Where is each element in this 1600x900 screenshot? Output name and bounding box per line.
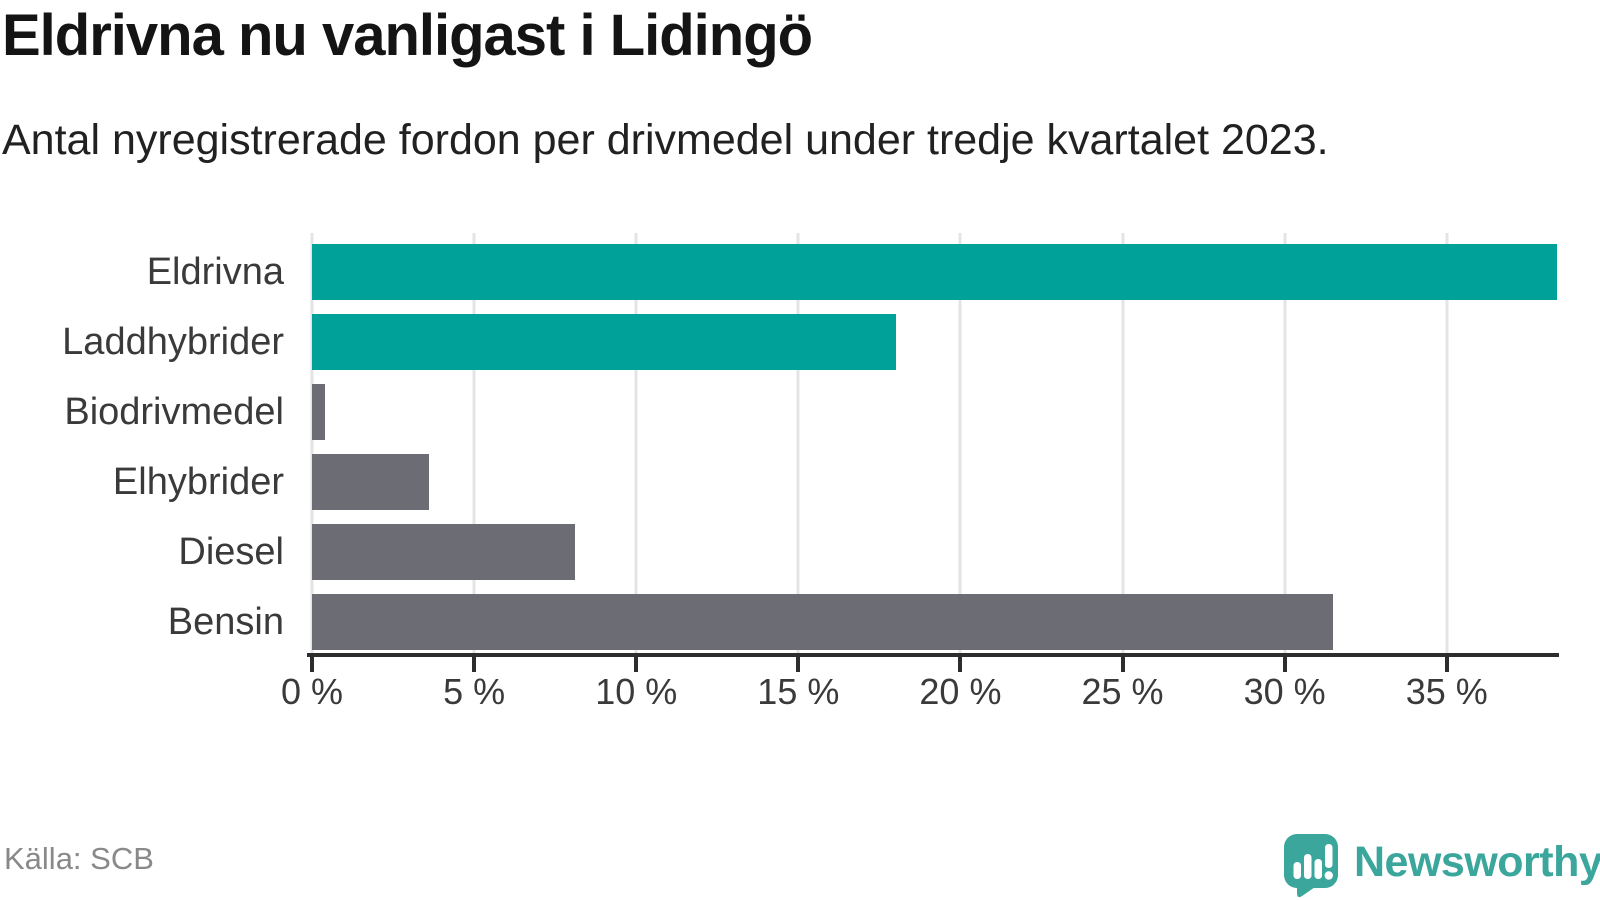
y-axis-label: Eldrivna bbox=[146, 250, 284, 293]
x-axis-tick-label: 15 % bbox=[757, 671, 840, 712]
x-axis-tick-label: 20 % bbox=[919, 671, 1002, 712]
bar-laddhybrider bbox=[312, 314, 896, 370]
x-axis-tick-label: 0 % bbox=[280, 671, 344, 712]
gridline bbox=[1283, 233, 1287, 653]
x-axis-tick bbox=[958, 657, 963, 672]
bar-row bbox=[312, 244, 1557, 300]
plot-area bbox=[310, 233, 1557, 653]
newsworthy-logo-text: Newsworthy bbox=[1354, 838, 1600, 886]
bar-row bbox=[312, 454, 1557, 510]
y-axis-labels: Eldrivna Laddhybrider Biodrivmedel Elhybrid… bbox=[0, 233, 284, 653]
bar-elhybrider bbox=[312, 454, 429, 510]
bar-diesel bbox=[312, 524, 575, 580]
y-axis-label: Biodrivmedel bbox=[64, 390, 284, 433]
x-axis-tick-label: 25 % bbox=[1081, 671, 1164, 712]
gridline bbox=[634, 233, 638, 653]
gridline bbox=[796, 233, 800, 653]
x-axis-tick bbox=[310, 657, 314, 672]
y-axis-label: Laddhybrider bbox=[62, 320, 284, 363]
source-text: Källa: SCB bbox=[4, 841, 154, 876]
x-axis-tick bbox=[634, 657, 639, 672]
bar-row bbox=[312, 524, 1557, 580]
bar-row bbox=[312, 384, 1557, 440]
x-axis-tick-labels: 0 % 5 % 10 % 15 % 20 % 25 % 30 % 35 % bbox=[281, 671, 1557, 715]
newsworthy-logo: Newsworthy bbox=[1284, 834, 1600, 898]
x-axis-tick bbox=[1444, 657, 1449, 672]
gridline bbox=[472, 233, 476, 653]
bar-biodrivmedel bbox=[312, 384, 325, 440]
y-axis-label: Elhybrider bbox=[112, 460, 284, 503]
bar-bensin bbox=[312, 594, 1334, 650]
newsworthy-logo-icon bbox=[1284, 834, 1338, 898]
chart-title: Eldrivna nu vanligast i Lidingö bbox=[2, 3, 813, 68]
bar-row bbox=[312, 594, 1557, 650]
y-axis-label: Bensin bbox=[167, 600, 284, 643]
gridline bbox=[1445, 233, 1449, 653]
x-axis-tick-label: 5 % bbox=[443, 671, 506, 712]
x-axis-tick bbox=[796, 657, 801, 672]
gridline bbox=[958, 233, 962, 653]
x-axis-tick-label: 30 % bbox=[1243, 671, 1326, 712]
x-axis-tick-label: 35 % bbox=[1405, 671, 1488, 712]
x-axis-line bbox=[307, 653, 1559, 657]
x-axis-tick bbox=[1282, 657, 1287, 672]
x-axis-ticks bbox=[310, 657, 1557, 672]
chart-subtitle: Antal nyregistrerade fordon per drivmede… bbox=[2, 116, 1329, 164]
x-axis-tick bbox=[472, 657, 477, 672]
bars-container bbox=[312, 244, 1557, 664]
bar-eldrivna bbox=[312, 244, 1557, 300]
x-axis-tick bbox=[1120, 657, 1125, 672]
bar-row bbox=[312, 314, 1557, 370]
x-axis-tick-label: 10 % bbox=[595, 671, 678, 712]
gridline bbox=[310, 233, 314, 653]
y-axis-label: Diesel bbox=[178, 530, 284, 573]
gridline bbox=[1121, 233, 1125, 653]
